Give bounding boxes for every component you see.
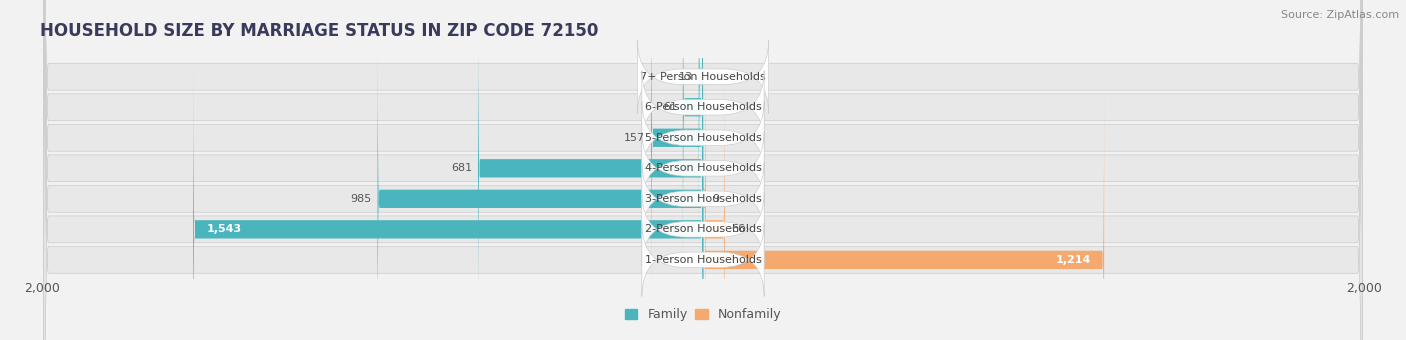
Text: 157: 157 [624, 133, 645, 143]
FancyBboxPatch shape [703, 25, 706, 340]
Text: 9: 9 [711, 194, 718, 204]
Text: 2-Person Households: 2-Person Households [644, 224, 762, 234]
Text: 1,543: 1,543 [207, 224, 242, 234]
FancyBboxPatch shape [44, 0, 1362, 340]
FancyBboxPatch shape [44, 0, 1362, 340]
Text: 1,214: 1,214 [1056, 255, 1091, 265]
FancyBboxPatch shape [44, 0, 1362, 340]
FancyBboxPatch shape [703, 86, 1104, 340]
Text: 985: 985 [350, 194, 371, 204]
Text: 13: 13 [679, 72, 693, 82]
Text: 7+ Person Households: 7+ Person Households [640, 72, 766, 82]
FancyBboxPatch shape [699, 0, 703, 251]
FancyBboxPatch shape [44, 0, 1362, 340]
FancyBboxPatch shape [193, 55, 703, 340]
FancyBboxPatch shape [703, 55, 725, 340]
FancyBboxPatch shape [378, 25, 703, 340]
FancyBboxPatch shape [651, 0, 703, 312]
Legend: Family, Nonfamily: Family, Nonfamily [624, 308, 782, 321]
Text: Source: ZipAtlas.com: Source: ZipAtlas.com [1281, 10, 1399, 20]
Text: 1-Person Households: 1-Person Households [644, 255, 762, 265]
Text: HOUSEHOLD SIZE BY MARRIAGE STATUS IN ZIP CODE 72150: HOUSEHOLD SIZE BY MARRIAGE STATUS IN ZIP… [39, 22, 598, 40]
FancyBboxPatch shape [44, 0, 1362, 340]
FancyBboxPatch shape [478, 0, 703, 340]
FancyBboxPatch shape [44, 0, 1362, 340]
Text: 61: 61 [662, 102, 676, 112]
Text: 4-Person Households: 4-Person Households [644, 163, 762, 173]
Text: 66: 66 [731, 224, 745, 234]
Text: 681: 681 [451, 163, 472, 173]
FancyBboxPatch shape [683, 0, 703, 281]
FancyBboxPatch shape [44, 0, 1362, 340]
Text: 6-Person Households: 6-Person Households [644, 102, 762, 112]
Text: 5-Person Households: 5-Person Households [644, 133, 762, 143]
Text: 3-Person Households: 3-Person Households [644, 194, 762, 204]
